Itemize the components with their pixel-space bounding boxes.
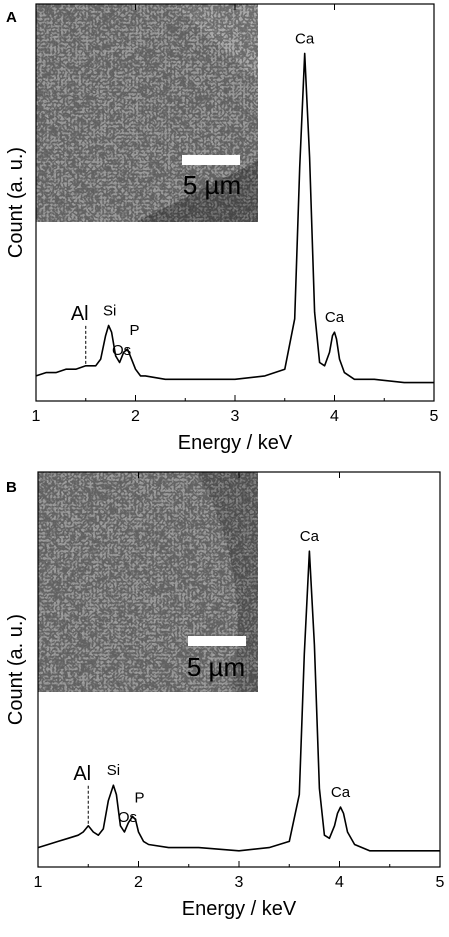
panel-label: B [6,479,17,496]
peak-label-p: P [130,322,140,339]
sem-inset-image: 5 µm [38,472,258,692]
x-tick-label: 2 [134,874,143,891]
peak-label-al: Al [73,763,91,785]
sem-inset-pores [38,472,258,692]
y-axis-label: Count (a. u.) [5,614,27,725]
sem-inset-image: 5 µm [36,4,258,222]
scale-bar-text: 5 µm [187,652,245,682]
x-tick-label: 1 [34,874,43,891]
x-tick-label: 1 [32,408,41,425]
peak-label-ca: Ca [325,309,345,326]
spectrum-line [35,52,434,384]
spectrum-line [37,550,440,852]
x-axis-label: Energy / keV [178,432,293,454]
x-tick-label: 2 [131,408,140,425]
x-tick-label: 5 [436,874,445,891]
peak-label-si: Si [103,303,116,320]
x-tick-label: 3 [235,874,244,891]
scale-bar [182,155,240,165]
peak-label-ca: Ca [295,30,315,47]
y-axis-label: Count (a. u.) [5,147,27,258]
peak-label-p: P [134,789,144,806]
x-tick-label: 4 [330,408,339,425]
chart-panel-b: 5 µm 1 2 3 4 5 Energy / keV Count (a. u.) B Ca Ca A… [5,471,445,920]
chart-panel-a: 5 µm 1 2 3 4 5 Energy / keV Count (a. u.) A Ca Ca A… [5,3,439,454]
scale-bar-text: 5 µm [183,170,241,200]
sem-inset-pores [36,4,258,222]
x-tick-label: 4 [335,874,344,891]
peak-label-os: Os [118,809,137,826]
x-tick-label: 5 [430,408,439,425]
peak-label-os: Os [112,342,131,359]
peak-label-ca: Ca [331,784,351,801]
x-axis-label: Energy / keV [182,898,297,920]
x-tick-label: 3 [231,408,240,425]
peak-label-al: Al [71,303,89,325]
peak-label-si: Si [107,762,120,779]
panel-label: A [6,9,17,26]
scale-bar [188,636,246,646]
peak-label-ca: Ca [300,528,320,545]
